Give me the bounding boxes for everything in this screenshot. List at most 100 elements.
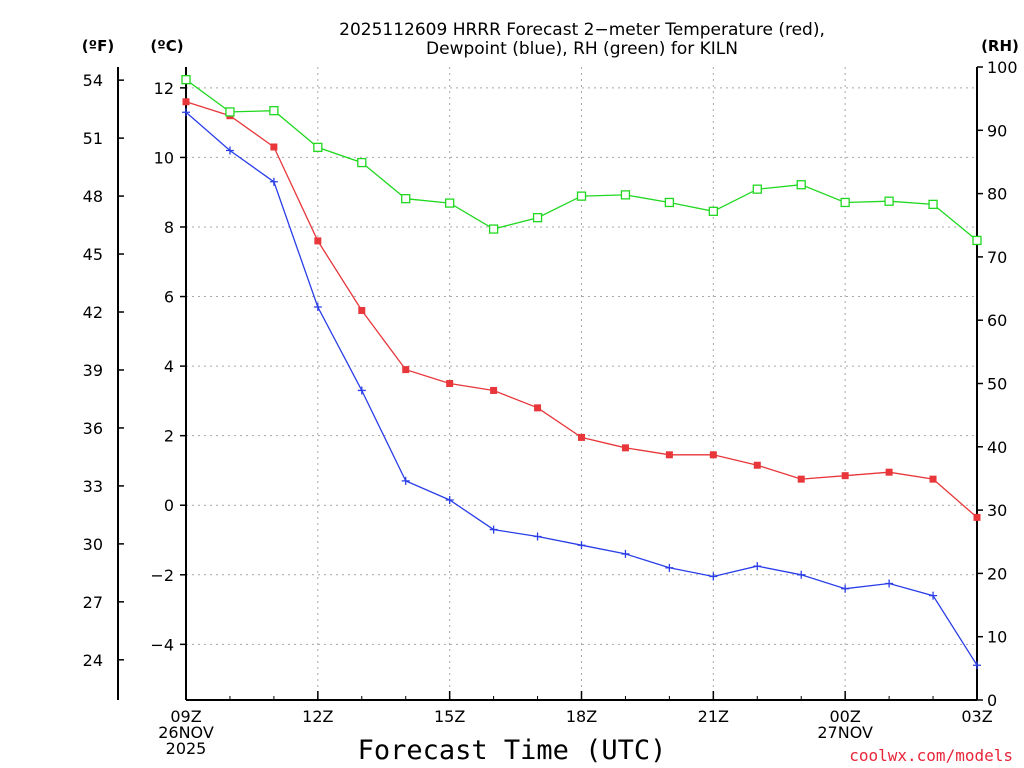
time-tick-label: 03Z [961,707,992,726]
temperature-point [929,475,937,483]
rh-tick-label: 90 [987,121,1007,140]
dewpoint-point [401,476,410,485]
rh-point [972,235,982,246]
rh-point [488,224,499,234]
temperature-point [182,98,190,106]
fahrenheit-tick-label: 45 [83,245,103,264]
fahrenheit-tick-label: 27 [83,593,103,612]
temperature-point [402,366,410,374]
rh-point [620,190,631,200]
temperature-point [534,404,542,412]
fahrenheit-axis: 54 51 48 45 42 39 36 33 30 27 24 [83,71,124,670]
celsius-tick-label: −2 [150,566,174,585]
chart-title-line-1: 2025112609 HRRR Forecast 2−meter Tempera… [339,20,825,40]
dewpoint-point [357,386,366,395]
dewpoint-point [753,562,762,571]
time-tick-label: 27NOV [817,723,873,742]
rh-tick-label: 100 [987,58,1018,77]
dewpoint-point [489,525,498,534]
temperature-point [446,380,454,387]
dewpoint-point [577,541,586,550]
temperature-point [621,444,629,452]
time-tick-label: 12Z [302,707,333,726]
fahrenheit-tick-label: 36 [83,419,103,438]
celsius-tick-label: 8 [164,218,174,237]
rh-point [269,106,279,116]
fahrenheit-tick-label: 48 [83,187,103,206]
time-tick-label: 26NOV [158,723,214,742]
dewpoint-point [225,146,234,155]
temperature-point [490,386,498,394]
rh-tick-label: 0 [987,691,997,710]
rh-point [357,157,367,168]
rh-tick-label: 80 [987,185,1007,204]
time-tick-label: 09Z [170,707,201,726]
temperature-point [709,451,717,459]
dewpoint-point [709,572,718,581]
celsius-tick-label: 2 [164,427,174,446]
rh-tick-label: 50 [987,375,1007,394]
fahrenheit-tick-label: 33 [83,477,103,496]
celsius-tick-label: 6 [164,288,174,307]
temperature-point [358,306,366,314]
rh-point [532,213,543,223]
celsius-tick-label: 4 [164,357,174,376]
temperature-point [885,468,893,476]
dewpoint-point [973,661,981,670]
fahrenheit-tick-label: 39 [83,361,103,380]
dewpoint-point [885,579,894,588]
temperature-point [270,143,278,151]
temperature-point [841,472,849,480]
rh-point [884,196,894,206]
temperature-point [665,451,673,459]
time-tick-label: 2025 [166,739,207,758]
dewpoint-point [313,302,322,311]
rh-tick-label: 60 [987,311,1007,330]
rh-tick-label: 10 [987,628,1007,647]
rh-point [664,197,675,208]
dewpoint-point [445,496,454,505]
rh-point [225,107,235,117]
rh-tick-label: 20 [987,564,1007,583]
time-tick-label: 00Z [830,707,861,726]
rh-point [840,197,850,208]
time-tick-label: 15Z [434,707,465,726]
rh-point [752,184,762,194]
celsius-tick-label: −4 [150,635,174,654]
rh-point [313,142,323,153]
fahrenheit-tick-label: 51 [83,129,103,148]
dewpoint-point [269,177,278,186]
grid-lines [186,67,977,700]
rh-point [928,199,938,210]
celsius-tick-label: 12 [154,79,174,98]
time-tick-label: 21Z [698,707,729,726]
fahrenheit-tick-label: 24 [83,651,103,670]
temperature-point [973,513,981,521]
credit-text: coolwx.com/models [849,746,1013,765]
rh-tick-label: 70 [987,248,1007,267]
dewpoint-point [533,532,542,541]
dewpoint-point [797,570,806,579]
dewpoint-point [929,591,938,600]
rh-point [181,75,191,85]
dewpoint-point [841,584,850,593]
time-tick-label: 18Z [566,707,597,726]
temperature-point [578,433,585,441]
celsius-unit-label: (ºC) [150,37,183,55]
rh-point [576,191,587,201]
rh-tick-label: 40 [987,438,1007,457]
rh-tick-label: 30 [987,501,1007,520]
data-series [181,75,982,670]
fahrenheit-tick-label: 42 [83,303,103,322]
temperature-point [753,461,761,469]
chart-title-line-2: Dewpoint (blue), RH (green) for KILN [426,39,738,59]
fahrenheit-tick-label: 54 [83,71,103,90]
celsius-tick-label: 0 [164,496,174,515]
x-axis-label: Forecast Time (UTC) [358,735,667,766]
rh-point [708,206,718,216]
rh-point [445,198,455,208]
celsius-tick-label: 10 [154,148,174,167]
